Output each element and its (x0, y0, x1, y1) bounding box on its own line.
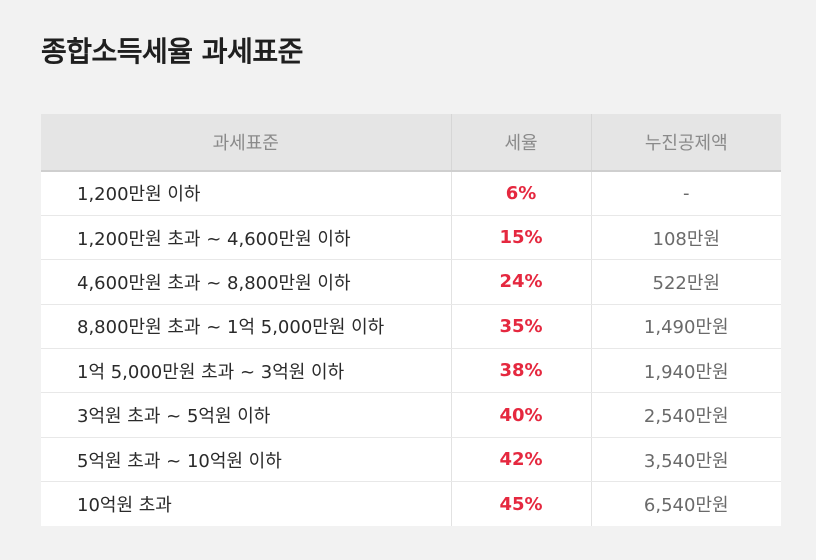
tax-rate-cell: 40% (451, 392, 592, 438)
deduction-cell: 522만원 (591, 259, 781, 305)
header-tax-base: 과세표준 (41, 114, 452, 172)
deduction-cell: 2,540만원 (591, 392, 781, 438)
table-row: 4,600만원 초과 ~ 8,800만원 이하 24% 522만원 (41, 259, 781, 305)
table-row: 3억원 초과 ~ 5억원 이하 40% 2,540만원 (41, 392, 781, 438)
tax-rate-cell: 42% (451, 437, 592, 483)
deduction-cell: 1,490만원 (591, 304, 781, 350)
tax-rate-cell: 15% (451, 215, 592, 261)
header-tax-rate: 세율 (451, 114, 592, 172)
tax-rate-cell: 45% (451, 481, 592, 527)
tax-bracket-cell: 4,600만원 초과 ~ 8,800만원 이하 (41, 259, 452, 305)
deduction-cell: 3,540만원 (591, 437, 781, 483)
tax-bracket-cell: 10억원 초과 (41, 481, 452, 527)
tax-rate-cell: 35% (451, 304, 592, 350)
tax-rate-cell: 24% (451, 259, 592, 305)
table-row: 5억원 초과 ~ 10억원 이하 42% 3,540만원 (41, 437, 781, 483)
tax-bracket-cell: 5억원 초과 ~ 10억원 이하 (41, 437, 452, 483)
table-header-row: 과세표준 세율 누진공제액 (41, 114, 781, 172)
deduction-cell: 6,540만원 (643, 495, 729, 517)
tax-bracket-cell: 8,800만원 초과 ~ 1억 5,000만원 이하 (41, 304, 452, 350)
table-row: 8,800만원 초과 ~ 1억 5,000만원 이하 35% 1,490만원 (41, 304, 781, 350)
deduction-cell: - (591, 171, 781, 216)
tax-bracket-cell: 3억원 초과 ~ 5억원 이하 (41, 392, 452, 438)
tax-bracket-cell: 1,200만원 초과 ~ 4,600만원 이하 (41, 215, 452, 261)
table-row: 1억 5,000만원 초과 ~ 3억원 이하 38% 1,940만원 (41, 348, 781, 394)
page-title: 종합소득세율 과세표준 (41, 35, 303, 68)
table-row: 1,200만원 이하 6% - (41, 171, 781, 216)
tax-rate-cell: 6% (451, 171, 592, 216)
deduction-cell: 1,940만원 (591, 348, 781, 394)
tax-rate-cell: 38% (451, 348, 592, 394)
tax-bracket-cell: 1억 5,000만원 초과 ~ 3억원 이하 (41, 348, 452, 394)
table-row: 1,200만원 초과 ~ 4,600만원 이하 15% 108만원 (41, 215, 781, 261)
table-row: 10억원 초과 45% 6,540만원 (41, 481, 781, 527)
deduction-cell: 108만원 (591, 215, 781, 261)
header-progressive-deduction: 누진공제액 (591, 114, 781, 172)
tax-bracket-cell: 1,200만원 이하 (41, 171, 452, 216)
tax-rate-table: 과세표준 세율 누진공제액 1,200만원 이하 6% - 1,200만원 초과… (41, 114, 781, 527)
